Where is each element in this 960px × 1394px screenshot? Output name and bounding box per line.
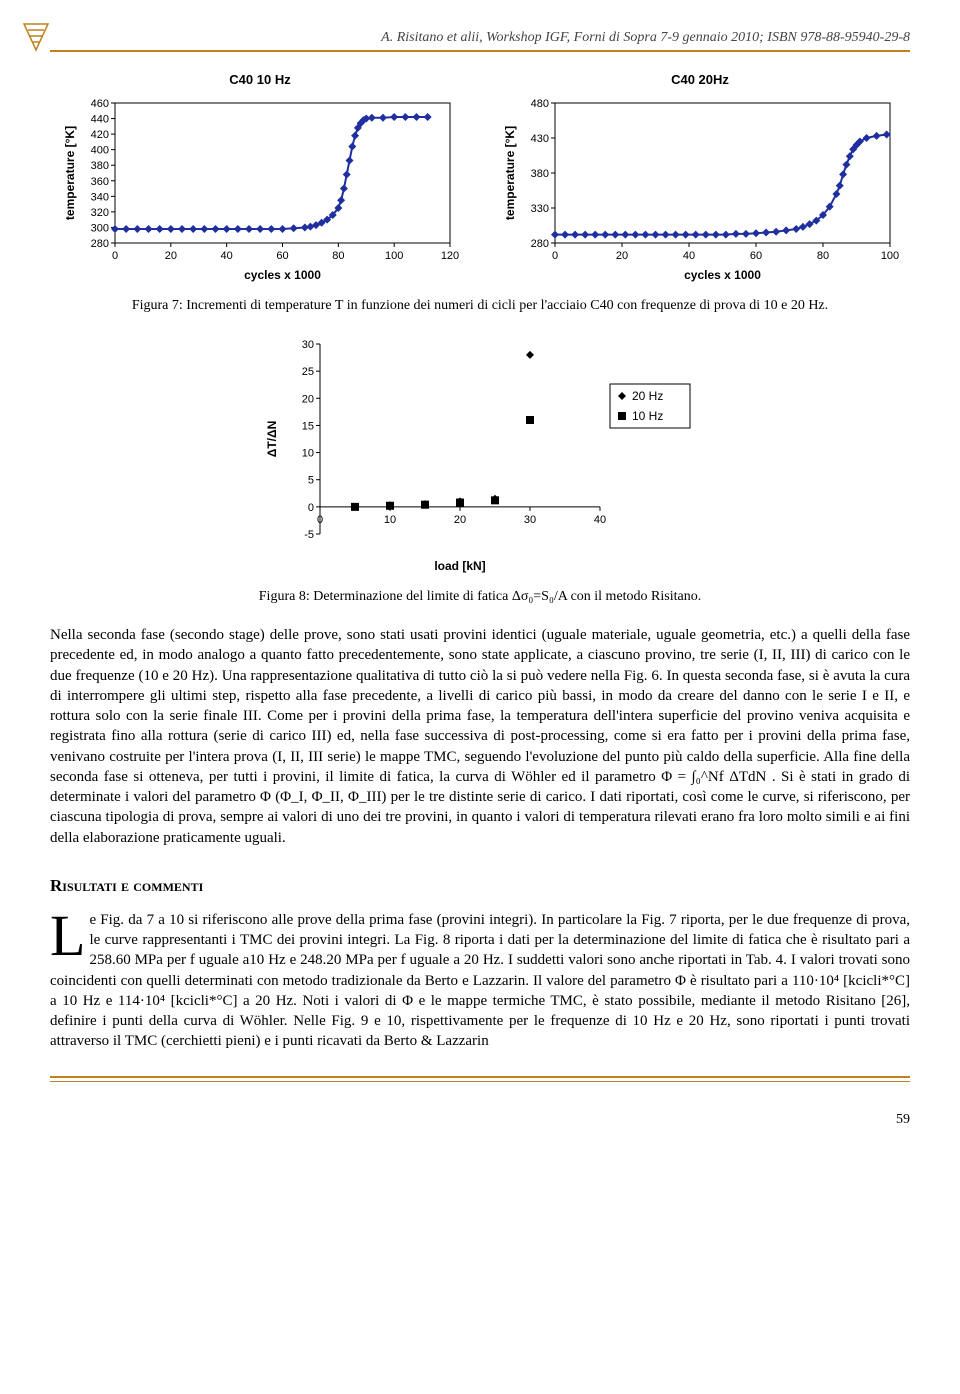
svg-text:460: 460 <box>91 98 109 110</box>
svg-text:cycles x 1000: cycles x 1000 <box>684 268 761 282</box>
paragraph-2: L e Fig. da 7 a 10 si riferiscono alle p… <box>50 910 910 1052</box>
chart-title-b: C40 20Hz <box>490 72 910 87</box>
svg-text:80: 80 <box>332 250 344 262</box>
svg-text:15: 15 <box>302 420 314 432</box>
svg-text:0: 0 <box>552 250 558 262</box>
svg-text:temperature [°K]: temperature [°K] <box>503 126 517 220</box>
svg-text:120: 120 <box>441 250 459 262</box>
svg-text:340: 340 <box>91 191 109 203</box>
svg-text:5: 5 <box>308 475 314 487</box>
svg-text:40: 40 <box>221 250 233 262</box>
svg-text:-5: -5 <box>304 529 314 541</box>
svg-text:40: 40 <box>683 250 695 262</box>
svg-text:temperature [°K]: temperature [°K] <box>63 126 77 220</box>
svg-text:380: 380 <box>531 168 549 180</box>
logo-icon <box>20 20 52 59</box>
chart-c40-10hz: C40 10 Hz 280300320340360380400420440460… <box>50 72 470 288</box>
svg-text:20: 20 <box>454 514 466 526</box>
svg-text:60: 60 <box>276 250 288 262</box>
svg-text:280: 280 <box>531 238 549 250</box>
svg-text:10 Hz: 10 Hz <box>632 409 663 423</box>
svg-text:20: 20 <box>616 250 628 262</box>
svg-text:380: 380 <box>91 160 109 172</box>
svg-text:60: 60 <box>750 250 762 262</box>
svg-text:100: 100 <box>881 250 899 262</box>
svg-text:420: 420 <box>91 129 109 141</box>
svg-text:ΔT/ΔN: ΔT/ΔN <box>265 421 279 458</box>
chart-a-svg: 280 300 320 340 360 380 400 420 440 460 0 20 40 60 80 1… <box>60 93 460 283</box>
chart-title-a: C40 10 Hz <box>50 72 470 87</box>
svg-text:30: 30 <box>524 514 536 526</box>
svg-text:330: 330 <box>531 203 549 215</box>
paragraph-2-body: e Fig. da 7 a 10 si riferiscono alle pro… <box>50 912 910 1050</box>
svg-text:10: 10 <box>302 448 314 460</box>
figure8-wrap: -5051015202530010203040load [kN]ΔT/ΔN20 … <box>50 334 910 579</box>
figure7-caption: Figura 7: Incrementi di temperature T in… <box>50 298 910 314</box>
svg-text:400: 400 <box>91 145 109 157</box>
svg-text:30: 30 <box>302 339 314 351</box>
svg-text:0: 0 <box>112 250 118 262</box>
paragraph-1: Nella seconda fase (secondo stage) delle… <box>50 625 910 848</box>
svg-text:25: 25 <box>302 366 314 378</box>
svg-text:0: 0 <box>308 502 314 514</box>
figure8-caption: Figura 8: Determinazione del limite di f… <box>50 589 910 605</box>
chart-c40-20hz: C40 20Hz 280 330 380 430 480 0 20 40 60 80 100 cycl… <box>490 72 910 288</box>
svg-text:80: 80 <box>817 250 829 262</box>
chart-c-svg: -5051015202530010203040load [kN]ΔT/ΔN20 … <box>260 334 700 574</box>
svg-text:360: 360 <box>91 176 109 188</box>
svg-text:10: 10 <box>384 514 396 526</box>
section-heading: Risultati e commenti <box>50 876 910 896</box>
svg-text:20 Hz: 20 Hz <box>632 389 663 403</box>
svg-text:320: 320 <box>91 207 109 219</box>
svg-text:440: 440 <box>91 114 109 126</box>
svg-text:300: 300 <box>91 222 109 234</box>
svg-text:20: 20 <box>165 250 177 262</box>
svg-text:430: 430 <box>531 133 549 145</box>
svg-text:load [kN]: load [kN] <box>434 559 485 573</box>
page-number: 59 <box>50 1112 910 1128</box>
svg-text:20: 20 <box>302 393 314 405</box>
dropcap-letter: L <box>50 910 89 960</box>
svg-text:480: 480 <box>531 98 549 110</box>
chart-b-svg: 280 330 380 430 480 0 20 40 60 80 100 cycles x 1000… <box>500 93 900 283</box>
svg-text:280: 280 <box>91 238 109 250</box>
footer-rule <box>50 1076 910 1082</box>
svg-text:cycles x 1000: cycles x 1000 <box>244 268 321 282</box>
page-header: A. Risitano et alii, Workshop IGF, Forni… <box>50 30 910 52</box>
svg-text:40: 40 <box>594 514 606 526</box>
svg-text:100: 100 <box>385 250 403 262</box>
citation-text: A. Risitano et alii, Workshop IGF, Forni… <box>50 30 910 46</box>
figure7-row: C40 10 Hz 280300320340360380400420440460… <box>50 72 910 288</box>
